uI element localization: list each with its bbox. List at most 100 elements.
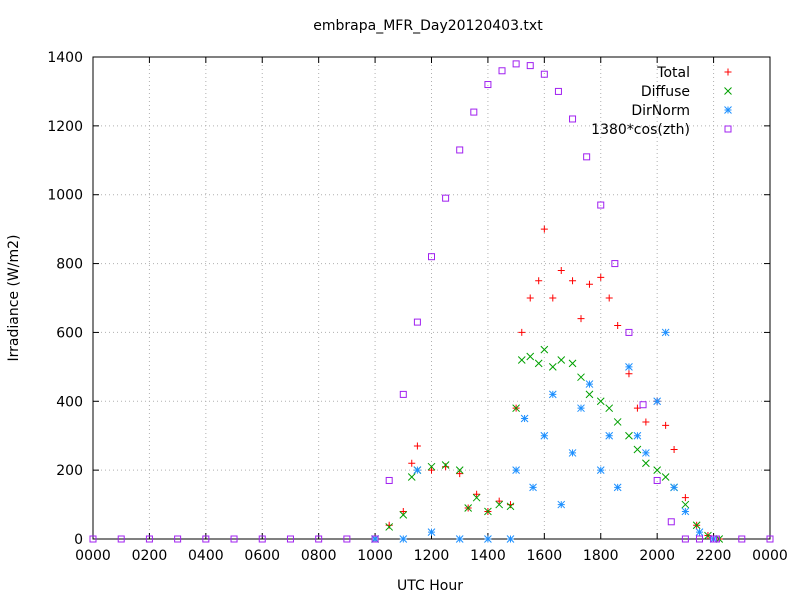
- data-point: [428, 253, 435, 261]
- data-point: [399, 511, 408, 519]
- data-point: [569, 277, 577, 285]
- data-point: [724, 68, 732, 76]
- data-point: [577, 404, 585, 413]
- data-point: [441, 461, 450, 469]
- data-point: [399, 390, 407, 398]
- data-point: [385, 521, 393, 529]
- data-point: [174, 535, 182, 543]
- data-point: [662, 421, 670, 429]
- data-point: [549, 294, 557, 302]
- data-point: [642, 418, 650, 426]
- data-point: [667, 518, 675, 526]
- data-point: [145, 535, 153, 543]
- data-point: [408, 459, 416, 467]
- data-point: [605, 431, 614, 440]
- data-point: [518, 328, 526, 336]
- data-point: [470, 108, 478, 116]
- data-point: [371, 535, 379, 543]
- legend-label: Total: [656, 65, 690, 81]
- x-tick-label: 1200: [414, 548, 450, 564]
- data-point: [605, 404, 614, 413]
- data-point: [583, 153, 591, 161]
- data-point: [413, 466, 422, 474]
- x-tick-label: 1600: [527, 548, 563, 564]
- y-axis-ticks: 0 200 400 600 800 1000 1200 1400: [47, 50, 770, 548]
- data-point: [724, 125, 732, 133]
- data-point: [385, 523, 394, 531]
- data-point: [661, 473, 670, 481]
- data-point: [681, 507, 690, 516]
- data-point: [681, 500, 690, 509]
- data-point: [585, 380, 594, 388]
- data-point: [557, 266, 565, 274]
- data-point: [526, 352, 535, 361]
- x-tick-label: 0000: [75, 548, 111, 564]
- data-point: [89, 535, 97, 543]
- data-point: [413, 318, 421, 326]
- data-point: [661, 328, 670, 337]
- data-point: [670, 483, 678, 492]
- data-point: [681, 535, 689, 543]
- data-point: [692, 521, 701, 530]
- series-1380-cos-zth-: [89, 60, 774, 543]
- data-point: [633, 445, 642, 454]
- legend-label: Diffuse: [641, 84, 690, 100]
- y-tick-label: 1400: [47, 50, 83, 66]
- y-tick-label: 600: [56, 325, 83, 341]
- data-point: [517, 356, 526, 364]
- data-point: [464, 504, 473, 512]
- data-point: [506, 501, 514, 509]
- data-point: [506, 502, 515, 511]
- data-point: [535, 277, 543, 285]
- x-tick-label: 0000: [752, 548, 788, 564]
- x-tick-label: 0600: [244, 548, 280, 564]
- data-point: [428, 466, 435, 474]
- data-point: [557, 500, 566, 509]
- data-point: [738, 535, 746, 543]
- data-point: [473, 490, 481, 498]
- series-total: [371, 225, 723, 543]
- x-axis-label: UTC Hour: [397, 578, 463, 594]
- legend: Total Diffuse DirNorm 1380*cos(zth): [591, 65, 732, 138]
- data-point: [442, 463, 450, 471]
- data-point: [577, 373, 585, 382]
- data-point: [498, 67, 506, 75]
- data-point: [568, 359, 577, 368]
- data-point: [642, 449, 650, 457]
- series-dirnorm: [371, 328, 718, 543]
- data-point: [534, 359, 543, 368]
- data-point: [495, 500, 504, 509]
- data-point: [625, 431, 633, 440]
- x-tick-label: 1000: [357, 548, 393, 564]
- x-tick-label: 2200: [696, 548, 732, 564]
- legend-marker: [724, 68, 732, 76]
- data-point: [230, 535, 238, 543]
- x-tick-label: 0800: [301, 548, 337, 564]
- data-point: [315, 535, 323, 543]
- data-point: [548, 363, 557, 371]
- data-point: [577, 315, 585, 323]
- data-point: [526, 62, 534, 70]
- data-point: [427, 462, 436, 471]
- data-point: [625, 328, 633, 336]
- data-point: [526, 294, 534, 302]
- y-tick-label: 400: [56, 394, 83, 410]
- data-point: [614, 322, 622, 330]
- data-point: [653, 397, 662, 406]
- x-tick-label: 1800: [583, 548, 619, 564]
- data-point: [540, 70, 548, 78]
- data-point: [512, 404, 520, 413]
- data-point: [484, 81, 492, 89]
- data-point: [343, 535, 351, 543]
- data-point: [585, 390, 594, 399]
- legend-marker: [724, 125, 732, 133]
- y-tick-label: 800: [56, 257, 83, 273]
- data-point: [456, 146, 464, 154]
- x-tick-label: 0400: [188, 548, 224, 564]
- data-point: [456, 470, 464, 478]
- data-point: [724, 87, 732, 95]
- data-point: [712, 535, 720, 543]
- chart-title: embrapa_MFR_Day20120403.txt: [313, 18, 543, 34]
- data-point: [596, 466, 605, 474]
